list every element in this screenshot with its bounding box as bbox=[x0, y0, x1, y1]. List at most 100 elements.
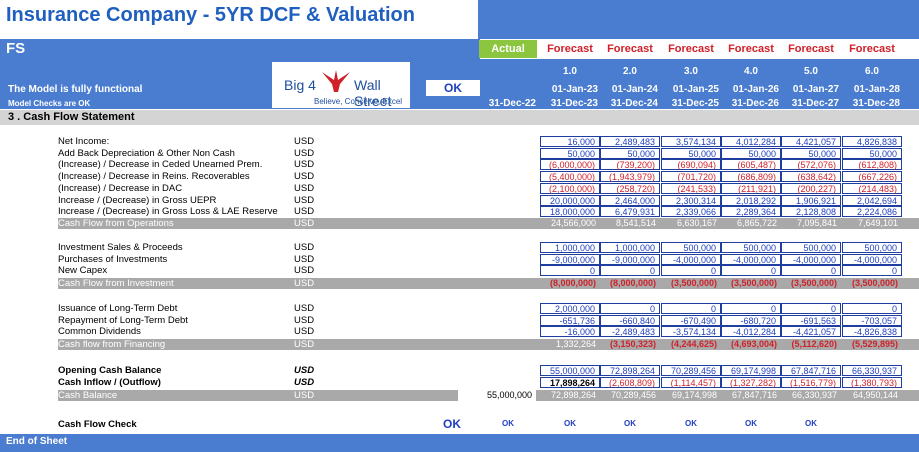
value-cell[interactable]: 2,289,364 bbox=[721, 206, 781, 218]
value-cell[interactable]: -680,720 bbox=[721, 314, 781, 326]
value-cell[interactable]: 0 bbox=[721, 265, 781, 277]
value-cell[interactable]: (211,921) bbox=[721, 182, 781, 194]
value-cell[interactable]: 1,906,921 bbox=[781, 194, 841, 206]
total-value: (4,693,004) bbox=[730, 339, 777, 349]
value-cell[interactable]: 72,898,264 bbox=[600, 365, 660, 376]
value-cell[interactable]: (1,516,779) bbox=[781, 376, 841, 388]
value-cell[interactable]: 67,847,716 bbox=[781, 365, 841, 376]
value-cell[interactable]: -670,490 bbox=[661, 314, 721, 326]
value-cell[interactable]: 66,330,937 bbox=[842, 365, 902, 376]
value-cell[interactable]: 2,128,808 bbox=[781, 206, 841, 218]
value-cell[interactable]: -4,000,000 bbox=[721, 253, 781, 265]
value-cell[interactable]: 4,421,057 bbox=[781, 136, 841, 147]
value-cell[interactable]: 16,000 bbox=[540, 136, 600, 147]
value-cell[interactable]: -16,000 bbox=[540, 326, 600, 338]
period-start-date: 01-Jan-28 bbox=[853, 84, 900, 95]
value-cell[interactable]: -2,489,483 bbox=[600, 326, 660, 338]
value-cell[interactable]: (1,114,457) bbox=[661, 376, 721, 388]
value-cell[interactable]: -4,000,000 bbox=[661, 253, 721, 265]
value-cell[interactable]: -9,000,000 bbox=[600, 253, 660, 265]
big4-wallstreet-logo: Big 4 Wall Street Believe, Conceive, Exc… bbox=[272, 62, 410, 109]
value-cell[interactable]: (6,000,000) bbox=[540, 159, 600, 171]
value-cell[interactable]: 20,000,000 bbox=[540, 194, 600, 206]
value-cell[interactable]: 0 bbox=[661, 265, 721, 277]
value-cell[interactable]: 1,000,000 bbox=[540, 242, 600, 253]
value-cell[interactable]: 3,574,134 bbox=[661, 136, 721, 147]
row-unit: USD bbox=[294, 242, 315, 253]
value-cell[interactable]: 18,000,000 bbox=[540, 206, 600, 218]
row-label: Increase / (Decrease) in Gross UEPR bbox=[58, 194, 217, 206]
value-cell[interactable]: (1,327,282) bbox=[721, 376, 781, 388]
value-cell[interactable]: -4,000,000 bbox=[842, 253, 902, 265]
value-cell[interactable]: 0 bbox=[600, 303, 660, 314]
period-start-date: 01-Jan-27 bbox=[792, 84, 839, 95]
value-cell[interactable]: 0 bbox=[781, 265, 841, 277]
check-main-ok: OK bbox=[443, 417, 461, 431]
value-cell[interactable]: -3,574,134 bbox=[661, 326, 721, 338]
value-cell[interactable]: 2,339,066 bbox=[661, 206, 721, 218]
value-cell[interactable]: (241,533) bbox=[661, 182, 721, 194]
value-cell[interactable]: (686,809) bbox=[721, 171, 781, 183]
value-cell[interactable]: 50,000 bbox=[842, 147, 902, 159]
value-cell[interactable]: (1,380,793) bbox=[842, 376, 902, 388]
value-cell[interactable]: 500,000 bbox=[781, 242, 841, 253]
value-cell[interactable]: -4,012,284 bbox=[721, 326, 781, 338]
value-cell[interactable]: 50,000 bbox=[600, 147, 660, 159]
value-cell[interactable]: 55,000,000 bbox=[540, 365, 600, 376]
value-cell[interactable]: 50,000 bbox=[540, 147, 600, 159]
value-cell[interactable]: (214,483) bbox=[842, 182, 902, 194]
value-cell[interactable]: (701,720) bbox=[661, 171, 721, 183]
value-cell[interactable]: 1,000,000 bbox=[600, 242, 660, 253]
value-cell[interactable]: 0 bbox=[540, 265, 600, 277]
value-cell[interactable]: -651,736 bbox=[540, 314, 600, 326]
value-cell[interactable]: -691,563 bbox=[781, 314, 841, 326]
value-cell[interactable]: -660,840 bbox=[600, 314, 660, 326]
row-label: (Increase) / Decrease in DAC bbox=[58, 182, 183, 194]
value-cell[interactable]: (605,487) bbox=[721, 159, 781, 171]
value-cell[interactable]: 500,000 bbox=[842, 242, 902, 253]
value-cell[interactable]: (612,808) bbox=[842, 159, 902, 171]
value-cell[interactable]: (2,608,809) bbox=[600, 376, 660, 388]
value-cell[interactable]: 69,174,998 bbox=[721, 365, 781, 376]
value-cell[interactable]: 4,826,838 bbox=[842, 136, 902, 147]
value-cell[interactable]: 50,000 bbox=[661, 147, 721, 159]
value-cell[interactable]: 2,000,000 bbox=[540, 303, 600, 314]
value-cell[interactable]: (2,100,000) bbox=[540, 182, 600, 194]
value-cell[interactable]: 0 bbox=[661, 303, 721, 314]
value-cell[interactable]: (5,400,000) bbox=[540, 171, 600, 183]
value-cell[interactable]: 0 bbox=[781, 303, 841, 314]
value-cell[interactable]: 2,018,292 bbox=[721, 194, 781, 206]
value-cell[interactable]: 0 bbox=[721, 303, 781, 314]
value-cell[interactable]: 50,000 bbox=[781, 147, 841, 159]
value-cell[interactable]: (572,076) bbox=[781, 159, 841, 171]
total-value: (5,112,620) bbox=[791, 339, 837, 349]
value-cell[interactable]: 50,000 bbox=[721, 147, 781, 159]
value-cell[interactable]: (638,642) bbox=[781, 171, 841, 183]
value-cell[interactable]: -9,000,000 bbox=[540, 253, 600, 265]
value-cell[interactable]: (1,943,979) bbox=[600, 171, 660, 183]
value-cell[interactable]: (690,094) bbox=[661, 159, 721, 171]
value-cell[interactable]: 4,012,284 bbox=[721, 136, 781, 147]
value-cell[interactable]: -4,421,057 bbox=[781, 326, 841, 338]
value-cell[interactable]: 17,898,264 bbox=[540, 376, 600, 388]
value-cell[interactable]: 0 bbox=[600, 265, 660, 277]
value-cell[interactable]: (667,226) bbox=[842, 171, 902, 183]
value-cell[interactable]: -703,057 bbox=[842, 314, 902, 326]
value-cell[interactable]: 0 bbox=[842, 303, 902, 314]
value-cell[interactable]: 6,479,931 bbox=[600, 206, 660, 218]
value-cell[interactable]: -4,000,000 bbox=[781, 253, 841, 265]
value-cell[interactable]: 2,300,314 bbox=[661, 194, 721, 206]
value-cell[interactable]: (200,227) bbox=[781, 182, 841, 194]
value-cell[interactable]: (258,720) bbox=[600, 182, 660, 194]
logo-tagline: Believe, Conceive, Excel bbox=[314, 97, 403, 106]
value-cell[interactable]: 500,000 bbox=[721, 242, 781, 253]
value-cell[interactable]: (739,200) bbox=[600, 159, 660, 171]
value-cell[interactable]: 2,224,086 bbox=[842, 206, 902, 218]
value-cell[interactable]: 2,489,483 bbox=[600, 136, 660, 147]
value-cell[interactable]: 2,042,694 bbox=[842, 194, 902, 206]
value-cell[interactable]: 0 bbox=[842, 265, 902, 277]
value-cell[interactable]: -4,826,838 bbox=[842, 326, 902, 338]
value-cell[interactable]: 500,000 bbox=[661, 242, 721, 253]
value-cell[interactable]: 70,289,456 bbox=[661, 365, 721, 376]
value-cell[interactable]: 2,464,000 bbox=[600, 194, 660, 206]
